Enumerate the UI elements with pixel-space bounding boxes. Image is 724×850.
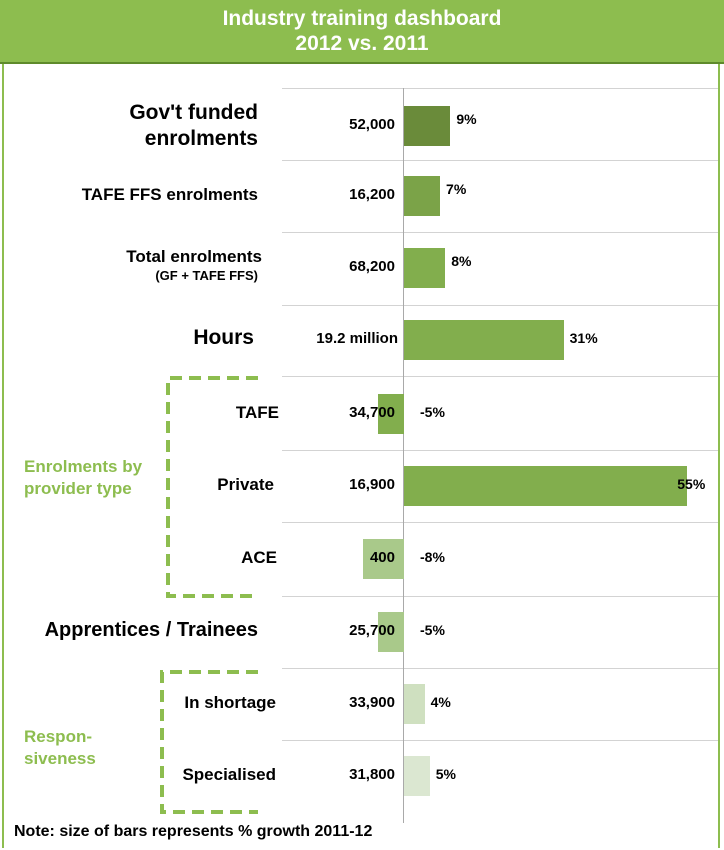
row-divider [282,232,718,233]
category-label: Gov't funded enrolments [129,101,258,150]
percent-label: -5% [420,622,445,638]
percent-label: 55% [677,476,706,492]
chart-bar [404,756,430,796]
row-divider [282,305,718,306]
count-label: 19.2 million [316,330,398,347]
dashboard-frame [2,64,720,848]
percent-label: 9% [456,111,477,127]
row-divider [282,740,718,741]
responsiveness-group-label: Respon-siveness [24,727,96,768]
category-label: Private [217,474,274,494]
percent-label: 8% [451,253,472,269]
percent-label: 7% [446,181,467,197]
percent-label: -5% [420,404,445,420]
chart-bar [404,684,425,724]
count-label: 400 [369,549,395,566]
provider-group-label: Enrolments by provider type [24,457,143,498]
chart-bar [362,539,404,579]
chart-bar [404,176,441,216]
dashboard-title: Industry training dashboard [222,7,502,30]
percent-label: 31% [569,330,598,346]
row-divider [282,376,718,377]
chart-bar [404,466,688,506]
count-label: 68,200 [349,258,395,275]
count-label: 25,700 [349,622,395,639]
row-divider [282,522,718,523]
zero-axis-line [403,88,404,823]
category-label: Total enrolments (GF + TAFE FFS) [2,246,262,284]
category-label: TAFE FFS enrolments [81,184,258,204]
count-label: 16,900 [349,476,395,493]
chart-bar [378,612,404,652]
chart-note: Note: size of bars represents % growth 2… [14,823,373,840]
category-label: Specialised [182,764,276,784]
row-divider [282,88,718,89]
dashboard-subtitle: 2012 vs. 2011 [295,32,429,55]
row-divider [282,160,718,161]
count-label: 34,700 [349,404,395,421]
category-label-main: Total enrolments [126,247,262,266]
count-label: 31,800 [349,766,395,783]
row-divider [282,596,718,597]
provider-bracket [166,376,258,598]
percent-label: -8% [420,549,445,565]
category-sublabel: (GF + TAFE FFS) [155,268,258,283]
percent-label: 4% [430,694,451,710]
responsiveness-bracket [160,670,258,814]
row-divider [282,668,718,669]
chart-bar [404,248,446,288]
category-label: ACE [241,547,277,567]
category-label: In shortage [184,692,276,712]
dashboard-header: Industry training dashboard 2012 vs. 201… [0,0,724,64]
chart-bar [404,106,451,146]
category-label: Apprentices / Trainees [44,619,258,641]
percent-label: 5% [435,766,456,782]
category-label: Hours [193,326,254,350]
chart-bar [378,394,404,434]
count-label: 33,900 [349,694,395,711]
category-label: TAFE [235,402,279,422]
count-label: 16,200 [349,186,395,203]
chart-bar [404,320,564,360]
count-label: 52,000 [349,116,395,133]
row-divider [282,450,718,451]
